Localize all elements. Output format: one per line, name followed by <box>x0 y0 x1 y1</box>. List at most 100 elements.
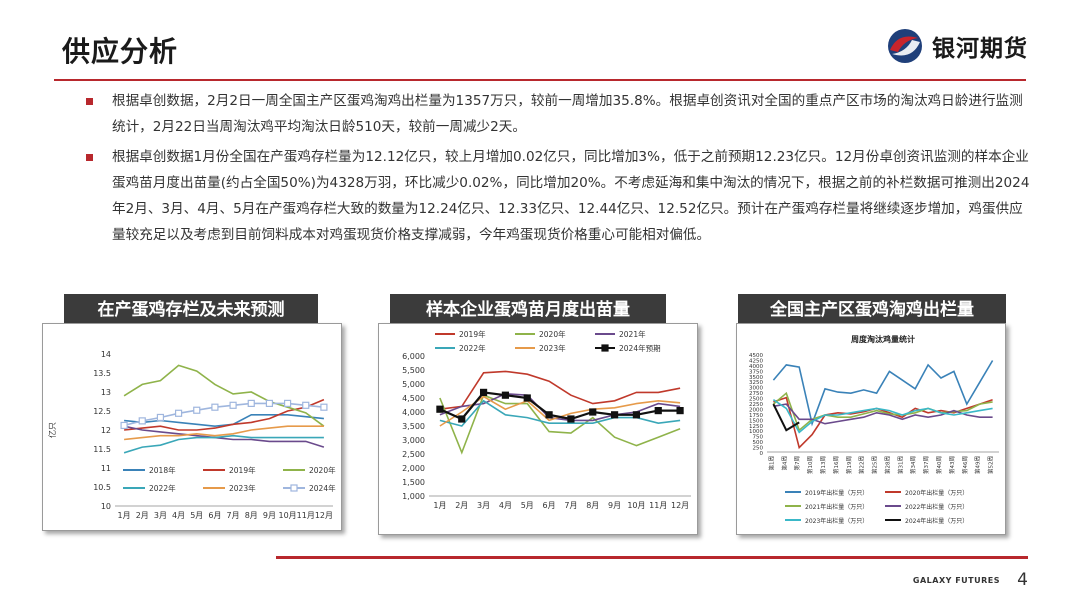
y-tick-label: 750 <box>753 435 764 441</box>
y-tick-label: 4,500 <box>402 394 425 403</box>
series-marker <box>138 417 146 425</box>
bottom-divider <box>276 556 1028 559</box>
series-line <box>123 434 324 454</box>
y-tick-label: 10 <box>101 502 111 511</box>
legend-label: 2020年 <box>539 329 566 339</box>
y-tick-label: 13.5 <box>93 369 111 378</box>
y-tick-label: 1250 <box>749 424 763 430</box>
x-tick-label: 5月 <box>190 511 203 520</box>
legend-label: 2019年 <box>229 465 256 475</box>
bullet-item: 根据卓创数据1月份全国在产蛋鸡存栏量为12.12亿只，较上月增加0.02亿只，同… <box>86 144 1034 248</box>
bullet-item: 根据卓创数据，2月2日一周全国主产区蛋鸡淘鸡出栏量为1357万只，较前一周增加3… <box>86 88 1034 140</box>
y-tick-label: 2250 <box>749 402 763 408</box>
x-tick-label: 1月 <box>118 511 131 520</box>
x-tick-label: 7月 <box>227 511 240 520</box>
top-divider <box>54 79 1026 81</box>
x-tick-label: 第19周 <box>845 456 853 474</box>
x-tick-label: 8月 <box>586 501 599 510</box>
series-line <box>123 425 325 448</box>
x-tick-label: 第43周 <box>948 456 956 474</box>
x-tick-label: 2月 <box>455 501 468 510</box>
series-line <box>772 403 800 432</box>
y-tick-label: 4000 <box>749 364 763 370</box>
y-tick-label: 3000 <box>749 386 763 392</box>
x-tick-label: 12月 <box>315 511 333 520</box>
y-tick-label: 1500 <box>749 418 763 424</box>
y-tick-label: 2,000 <box>402 464 425 473</box>
series-marker <box>654 406 662 415</box>
series-marker <box>229 401 237 409</box>
legend-label: 2023年 <box>539 343 566 353</box>
y-tick-label: 11.5 <box>93 445 111 454</box>
x-tick-label: 第49周 <box>974 456 982 474</box>
culled-hens-chart: 周度淘汰鸡量统计 0 250 500 750 1000 1250 1500 1750 2000 22… <box>736 323 1006 535</box>
y-tick-label: 4250 <box>749 358 763 364</box>
x-tick-label: 8月 <box>245 511 258 520</box>
x-tick-label: 第52周 <box>987 456 995 474</box>
x-tick-label: 第40周 <box>935 456 943 474</box>
x-tick-label: 第28周 <box>883 456 891 474</box>
chick-output-chart: 1,000 1,500 2,000 2,500 3,000 3,500 4,000 4,500… <box>378 323 698 535</box>
legend-label: 2022年 <box>149 483 176 493</box>
legend-label: 2020年 <box>309 465 336 475</box>
x-tick-label: 6月 <box>208 511 221 520</box>
x-tick-label: 第37周 <box>922 456 930 474</box>
x-tick-label: 第7周 <box>793 456 801 471</box>
y-tick-label: 3,000 <box>402 436 425 445</box>
series-marker <box>211 403 219 411</box>
x-tick-label: 9月 <box>263 511 276 520</box>
left-chart-title: 在产蛋鸡存栏及未来预测 <box>64 294 318 326</box>
x-tick-label: 7月 <box>564 501 577 510</box>
series-line <box>772 399 993 434</box>
y-tick-label: 4,000 <box>402 408 425 417</box>
x-tick-label: 9月 <box>608 501 621 510</box>
series-marker <box>458 415 466 423</box>
y-tick-label: 2750 <box>749 391 763 397</box>
x-tick-label: 第1周 <box>767 456 775 471</box>
x-tick-label: 第4周 <box>780 456 788 471</box>
y-tick-label: 1000 <box>749 429 763 435</box>
legend-label: 2019年 <box>459 329 486 339</box>
series-marker <box>545 411 553 419</box>
right-chart-title: 全国主产区蛋鸡淘鸡出栏量 <box>738 294 1006 326</box>
x-tick-label: 第34周 <box>909 456 917 474</box>
series-line <box>773 403 993 425</box>
chart-title: 周度淘汰鸡量统计 <box>851 334 915 344</box>
x-tick-label: 2月 <box>136 511 149 520</box>
galaxy-logo-icon <box>888 29 922 63</box>
series-marker <box>193 406 201 414</box>
y-tick-label: 6,000 <box>402 352 425 361</box>
y-tick-label: 5,500 <box>402 366 425 375</box>
series-line <box>439 370 681 410</box>
x-tick-label: 3月 <box>154 511 167 520</box>
legend-label: 2023年 <box>229 483 256 493</box>
series-line <box>773 396 993 450</box>
x-tick-label: 5月 <box>521 501 534 510</box>
x-tick-label: 10月 <box>278 511 296 520</box>
layer-inventory-chart: 10 10.5 11 11.5 12 12.5 13 13.5 14 1月 2月 3月 4月 5月 6月 7月… <box>42 323 342 531</box>
x-tick-label: 第46周 <box>961 456 969 474</box>
legend-label: 2021年出栏量（万只） <box>805 503 868 511</box>
y-tick-label: 13 <box>101 388 111 397</box>
series-marker <box>156 413 165 422</box>
footer-brand: GALAXY FUTURES <box>912 576 1000 585</box>
series-marker <box>265 399 274 408</box>
x-tick-label: 第13周 <box>819 456 827 474</box>
legend-marker <box>601 344 609 352</box>
x-tick-label: 第16周 <box>832 456 840 474</box>
series-line <box>124 414 324 428</box>
y-tick-label: 3,500 <box>402 422 425 431</box>
series-marker <box>247 399 255 408</box>
series-marker <box>283 399 292 408</box>
middle-chart-title: 样本企业蛋鸡苗月度出苗量 <box>390 294 666 326</box>
y-tick-label: 11 <box>101 464 111 473</box>
series-line <box>439 391 681 421</box>
y-tick-label: 3250 <box>749 380 763 386</box>
bullet-text: 根据卓创数据，2月2日一周全国主产区蛋鸡淘鸡出栏量为1357万只，较前一周增加3… <box>112 93 1023 135</box>
y-tick-label: 3750 <box>749 369 763 375</box>
series-marker <box>479 388 488 397</box>
legend-marker <box>290 484 298 492</box>
y-axis-label: 亿只 <box>47 422 57 438</box>
x-tick-label: 4月 <box>499 501 512 510</box>
y-tick-label: 2000 <box>749 407 763 413</box>
